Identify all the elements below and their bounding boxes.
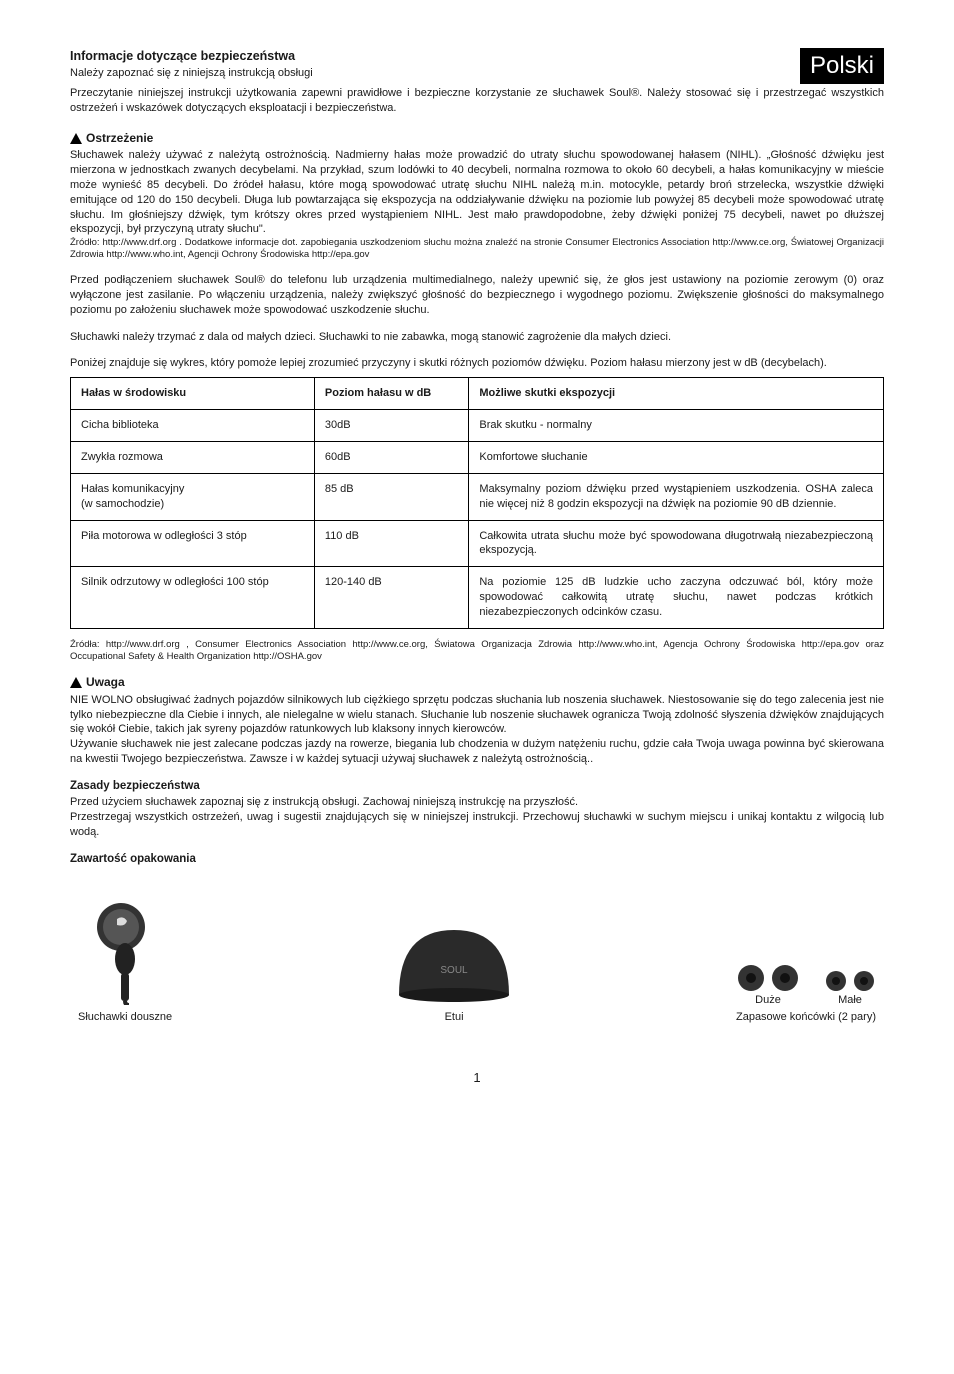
attention-heading: Uwaga xyxy=(70,674,884,690)
package-item-tips: Duże Małe Zapasowe końcówki (2 pary) xyxy=(736,963,876,1025)
table-cell: Hałas komunikacyjny (w samochodzie) xyxy=(71,473,315,520)
safety-heading: Zasady bezpieczeństwa xyxy=(70,779,884,795)
main-title: Informacje dotyczące bezpieczeństwa xyxy=(70,48,788,65)
warning-p3: Słuchawki należy trzymać z dala od małyc… xyxy=(70,330,884,345)
package-contents-row: Słuchawki douszne SOUL Etui Duże xyxy=(70,895,884,1025)
tips-large-label: Duże xyxy=(736,993,800,1008)
noise-levels-table: Hałas w środowisku Poziom hałasu w dB Mo… xyxy=(70,377,884,628)
table-cell: Komfortowe słuchanie xyxy=(469,441,884,473)
warning-heading-text: Ostrzeżenie xyxy=(86,130,153,146)
table-cell: Całkowita utrata słuchu może być spowodo… xyxy=(469,520,884,567)
warning-p2: Przed podłączeniem słuchawek Soul® do te… xyxy=(70,273,884,318)
table-header: Hałas w środowisku xyxy=(71,378,315,410)
table-cell: 110 dB xyxy=(314,520,468,567)
warning-triangle-icon xyxy=(70,677,82,688)
intro-paragraph: Przeczytanie niniejszej instrukcji użytk… xyxy=(70,86,884,116)
svg-text:SOUL: SOUL xyxy=(440,965,468,976)
table-row: Hałas komunikacyjny (w samochodzie) 85 d… xyxy=(71,473,884,520)
table-cell: Cicha biblioteka xyxy=(71,410,315,442)
table-cell: Brak skutku - normalny xyxy=(469,410,884,442)
language-badge: Polski xyxy=(800,48,884,84)
table-cell: Piła motorowa w odległości 3 stóp xyxy=(71,520,315,567)
case-icon: SOUL xyxy=(389,915,519,1005)
table-cell: 60dB xyxy=(314,441,468,473)
attention-p1: NIE WOLNO obsługiwać żadnych pojazdów si… xyxy=(70,693,884,738)
table-cell: Maksymalny poziom dźwięku przed wystąpie… xyxy=(469,473,884,520)
table-cell: 120-140 dB xyxy=(314,567,468,629)
warning-p1: Słuchawek należy używać z należytą ostro… xyxy=(70,148,884,237)
warning-heading: Ostrzeżenie xyxy=(70,130,884,146)
attention-heading-text: Uwaga xyxy=(86,674,125,690)
tips-large-set: Duże xyxy=(736,963,800,1008)
warning-source1: Źródło: http://www.drf.org . Dodatkowe i… xyxy=(70,237,884,261)
tips-caption: Zapasowe końcówki (2 pary) xyxy=(736,1010,876,1025)
table-row: Zwykła rozmowa 60dB Komfortowe słuchanie xyxy=(71,441,884,473)
table-cell: Na poziomie 125 dB ludzkie ucho zaczyna … xyxy=(469,567,884,629)
table-row: Piła motorowa w odległości 3 stóp 110 dB… xyxy=(71,520,884,567)
safety-p2: Przestrzegaj wszystkich ostrzeżeń, uwag … xyxy=(70,810,884,840)
eartip-large-icon xyxy=(770,963,800,993)
earbuds-caption: Słuchawki douszne xyxy=(78,1010,172,1025)
table-row: Cicha biblioteka 30dB Brak skutku - norm… xyxy=(71,410,884,442)
table-sources: Źródła: http://www.drf.org , Consumer El… xyxy=(70,639,884,663)
table-header: Poziom hałasu w dB xyxy=(314,378,468,410)
eartip-small-icon xyxy=(824,963,848,993)
subtitle: Należy zapoznać się z niniejszą instrukc… xyxy=(70,66,788,81)
tips-small-label: Małe xyxy=(824,993,876,1008)
header-row: Informacje dotyczące bezpieczeństwa Nale… xyxy=(70,48,884,84)
table-cell: Silnik odrzutowy w odległości 100 stóp xyxy=(71,567,315,629)
eartip-large-icon xyxy=(736,963,766,993)
package-item-earbuds: Słuchawki douszne xyxy=(78,895,172,1025)
package-item-case: SOUL Etui xyxy=(389,915,519,1025)
earbud-icon xyxy=(85,895,165,1005)
page-number: 1 xyxy=(70,1069,884,1087)
tips-row: Duże Małe xyxy=(736,963,876,1008)
eartip-small-icon xyxy=(852,963,876,993)
title-block: Informacje dotyczące bezpieczeństwa Nale… xyxy=(70,48,788,81)
table-header: Możliwe skutki ekspozycji xyxy=(469,378,884,410)
table-cell: Zwykła rozmowa xyxy=(71,441,315,473)
safety-p1: Przed użyciem słuchawek zapoznaj się z i… xyxy=(70,795,884,810)
warning-triangle-icon xyxy=(70,133,82,144)
tips-small-set: Małe xyxy=(824,963,876,1008)
case-caption: Etui xyxy=(389,1010,519,1025)
table-row: Silnik odrzutowy w odległości 100 stóp 1… xyxy=(71,567,884,629)
table-header-row: Hałas w środowisku Poziom hałasu w dB Mo… xyxy=(71,378,884,410)
table-cell: 30dB xyxy=(314,410,468,442)
package-heading: Zawartość opakowania xyxy=(70,852,884,868)
table-cell: 85 dB xyxy=(314,473,468,520)
warning-p4: Poniżej znajduje się wykres, który pomoż… xyxy=(70,356,884,371)
attention-p2: Używanie słuchawek nie jest zalecane pod… xyxy=(70,737,884,767)
